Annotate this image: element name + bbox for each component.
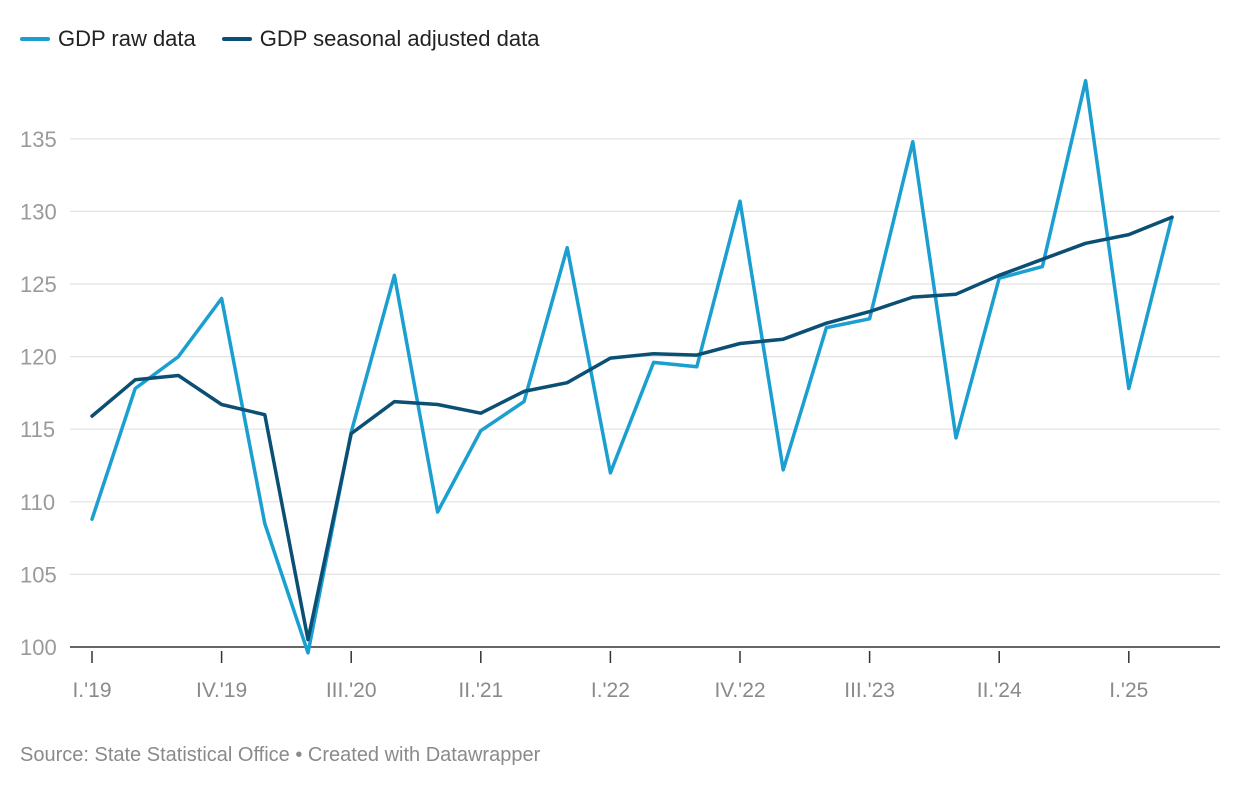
legend: GDP raw data GDP seasonal adjusted data — [20, 26, 539, 52]
series-line-raw — [90, 78, 1174, 655]
legend-label-raw: GDP raw data — [58, 26, 196, 51]
footer-separator: • — [295, 744, 303, 766]
y-tick-label: 120 — [20, 345, 57, 370]
y-tick-label: 125 — [20, 272, 57, 297]
footer: Source: State Statistical Office • Creat… — [20, 744, 540, 767]
legend-swatch-adjusted — [221, 37, 252, 41]
x-tick-label: IV.'22 — [714, 679, 765, 702]
legend-swatch-raw — [20, 37, 50, 41]
x-tick-label: II.'21 — [458, 679, 503, 702]
legend-label-adjusted: GDP seasonal adjusted data — [259, 26, 540, 51]
x-tick-label: III.'20 — [326, 679, 377, 702]
x-tick-label: I.'25 — [1109, 679, 1148, 702]
x-tick-label: II.'24 — [977, 679, 1022, 702]
y-tick-label: 130 — [20, 199, 57, 224]
y-tick-label: 105 — [20, 562, 57, 587]
x-tick-labels: I.'19 IV.'19 III.'20 II.'21 I.'22 IV.'22 III.'… — [72, 651, 1148, 702]
y-tick-label: 100 — [20, 635, 57, 660]
y-tick-labels: 100 105 110 115 120 125 130 135 — [20, 127, 57, 660]
x-tick-label: I.'22 — [591, 679, 630, 702]
legend-item-raw: GDP raw data — [20, 26, 196, 52]
x-tick-label: IV.'19 — [196, 679, 247, 702]
series-layer — [90, 78, 1174, 655]
legend-item-adjusted: GDP seasonal adjusted data — [221, 26, 540, 52]
grid-layer — [70, 138, 1220, 648]
credit-text: Created with Datawrapper — [307, 744, 541, 766]
x-tick-label: III.'23 — [844, 679, 895, 702]
y-tick-label: 110 — [20, 490, 55, 515]
y-tick-label: 115 — [20, 417, 55, 442]
y-tick-label: 135 — [20, 127, 57, 152]
series-line-adjusted — [90, 215, 1174, 642]
x-tick-label: I.'19 — [72, 679, 111, 702]
source-text: Source: State Statistical Office — [20, 744, 290, 766]
